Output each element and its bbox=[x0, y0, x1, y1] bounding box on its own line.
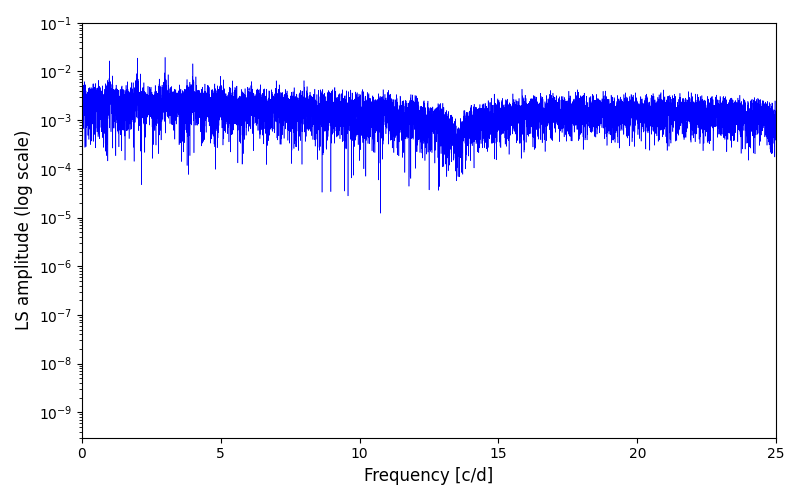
Y-axis label: LS amplitude (log scale): LS amplitude (log scale) bbox=[15, 130, 33, 330]
X-axis label: Frequency [c/d]: Frequency [c/d] bbox=[364, 467, 494, 485]
